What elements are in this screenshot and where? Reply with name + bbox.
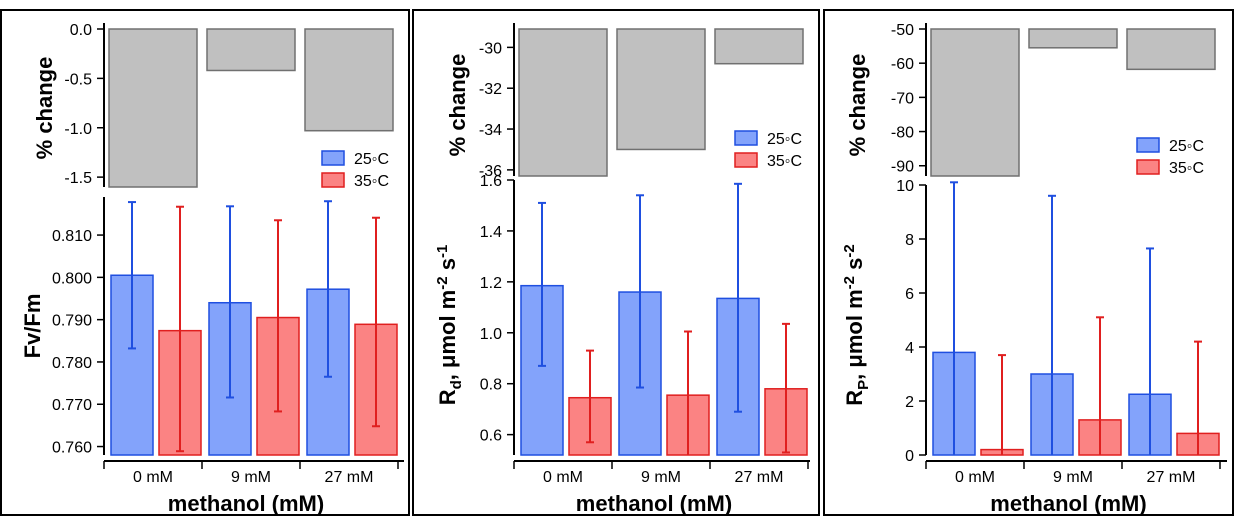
bottom-y-tick-label: 0.6	[480, 428, 502, 445]
legend-swatch-35c	[734, 152, 758, 168]
legend-label-35c: 35◦C	[767, 153, 802, 170]
top-y-tick-label: -36	[479, 163, 502, 180]
bottom-y-axis-label: Rd, μmol m-2 s-1	[434, 245, 465, 406]
bottom-y-axis-label: Fv/Fm	[20, 294, 45, 359]
change-bar-9-mM	[206, 28, 296, 72]
y-label-part: -1	[434, 245, 451, 258]
x-axis-label: methanol (mM)	[576, 491, 732, 516]
top-y-tick-label: -34	[479, 122, 502, 139]
top-y-tick-label: -50	[891, 22, 914, 39]
legend-label-25c: 25◦C	[354, 151, 389, 168]
top-y-tick-label: -70	[891, 90, 914, 107]
change-bar-9-mM	[1028, 28, 1118, 49]
change-bar-0-mM	[518, 28, 608, 177]
bottom-y-tick-label: 0.770	[52, 397, 92, 414]
x-tick-label: 0 mM	[955, 469, 995, 486]
bottom-y-tick-label: 4	[905, 340, 914, 357]
x-tick-label: 27 mM	[1147, 469, 1196, 486]
y-label-part: s	[435, 258, 460, 276]
bottom-y-axis-label: RP, μmol m-2 s-2	[841, 244, 872, 405]
change-bar-0-mM	[930, 28, 1020, 177]
legend-swatch-25c	[321, 150, 345, 166]
x-tick-label: 27 mM	[325, 469, 374, 486]
x-tick-label: 9 mM	[1053, 469, 1093, 486]
change-bar-0-mM	[108, 28, 198, 188]
y-label-part: R	[435, 389, 460, 405]
panel-frame	[823, 9, 1234, 516]
y-label-part: , μmol m	[435, 290, 460, 380]
top-y-tick-label: -1.0	[64, 121, 92, 138]
y-label-part: -2	[434, 276, 451, 289]
chart-panel-2: -30 -32 -34 -36 % change 25◦C 35◦C 0.6 0.8 1.0 1.2…	[412, 9, 820, 516]
x-tick-label: 9 mM	[231, 469, 271, 486]
bottom-y-tick-label: 0.800	[52, 270, 92, 287]
legend-label-35c: 35◦C	[1169, 160, 1204, 177]
y-label-part: -2	[841, 276, 858, 289]
bottom-y-tick-label: 1.2	[480, 275, 502, 292]
y-label-part: s	[842, 258, 867, 276]
y-label-part: d	[448, 380, 465, 389]
x-tick-label: 9 mM	[641, 469, 681, 486]
chart-panel-3: -50 -60 -70 -80 -90 % change 25◦C 35◦C 0 2 4 6 8 10 RP…	[823, 9, 1234, 516]
x-tick-label: 0 mM	[543, 469, 583, 486]
y-label-part: , μmol m	[842, 289, 867, 379]
top-y-tick-label: -30	[479, 40, 502, 57]
bottom-y-tick-label: 2	[905, 394, 914, 411]
bottom-y-tick-label: 0.780	[52, 355, 92, 372]
change-bar-27-mM	[304, 28, 394, 132]
top-y-tick-label: -60	[891, 56, 914, 73]
panel-frame	[412, 9, 820, 516]
bottom-y-tick-label: 8	[905, 232, 914, 249]
legend-swatch-35c	[321, 172, 345, 188]
top-y-axis-label: % change	[845, 54, 870, 157]
top-y-tick-label: -0.5	[64, 71, 92, 88]
x-tick-label: 0 mM	[133, 469, 173, 486]
y-label-part: P	[855, 380, 872, 390]
top-y-tick-label: -90	[891, 159, 914, 176]
x-axis-label: methanol (mM)	[168, 491, 324, 516]
top-y-tick-label: -1.5	[64, 170, 92, 187]
x-tick-label: 27 mM	[735, 469, 784, 486]
top-y-tick-label: -32	[479, 81, 502, 98]
legend-swatch-35c	[1136, 159, 1160, 175]
bottom-y-tick-label: 0.790	[52, 313, 92, 330]
top-y-tick-label: -80	[891, 125, 914, 142]
change-bar-27-mM	[714, 28, 804, 65]
bottom-y-tick-label: 6	[905, 286, 914, 303]
bottom-y-tick-label: 0	[905, 448, 914, 465]
legend-swatch-25c	[1136, 137, 1160, 153]
bottom-y-tick-label: 10	[896, 178, 914, 195]
legend-swatch-25c	[734, 130, 758, 146]
y-label-part: -2	[841, 244, 858, 257]
bottom-y-tick-label: 0.8	[480, 377, 502, 394]
panel-frame	[0, 9, 410, 516]
change-bar-27-mM	[1126, 28, 1216, 71]
legend-label-25c: 25◦C	[767, 131, 802, 148]
bottom-y-tick-label: 0.760	[52, 440, 92, 457]
top-y-axis-label: % change	[32, 57, 57, 160]
x-axis-label: methanol (mM)	[990, 491, 1146, 516]
chart-panel-1: 0.0 -0.5 -1.0 -1.5 % change 25◦C 35◦C 0.760 0.77…	[0, 9, 410, 516]
bottom-y-tick-label: 1.4	[480, 224, 502, 241]
legend-label-25c: 25◦C	[1169, 138, 1204, 155]
bottom-y-tick-label: 1.0	[480, 326, 502, 343]
y-label-part: R	[842, 390, 867, 406]
bottom-y-tick-label: 1.6	[480, 173, 502, 190]
top-y-tick-label: 0.0	[70, 22, 92, 39]
top-y-axis-label: % change	[445, 54, 470, 157]
bottom-y-tick-label: 0.810	[52, 228, 92, 245]
change-bar-9-mM	[616, 28, 706, 151]
legend-label-35c: 35◦C	[354, 173, 389, 190]
